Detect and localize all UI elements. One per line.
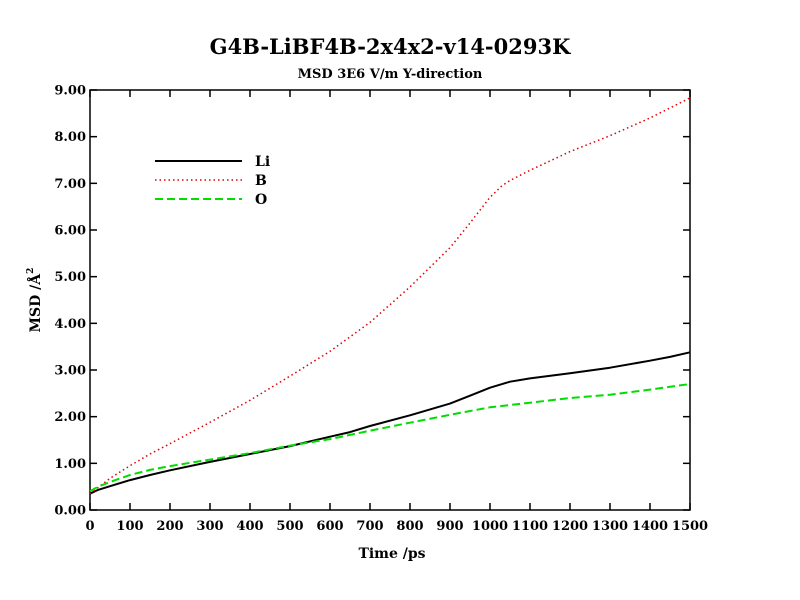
chart-title: G4B-LiBF4B-2x4x2-v14-0293K — [210, 34, 571, 59]
legend-label-li: Li — [255, 154, 270, 170]
series-line-li — [89, 351, 691, 495]
series-line-o — [89, 383, 691, 493]
x-tick-label: 900 — [436, 519, 463, 534]
chart-subtitle: MSD 3E6 V/m Y-direction — [298, 67, 483, 82]
x-tick-label: 800 — [396, 519, 423, 534]
y-tick-label: 2.00 — [54, 410, 86, 425]
y-tick-label: 8.00 — [54, 130, 86, 145]
x-tick-label: 400 — [236, 519, 263, 534]
plot-frame — [89, 89, 691, 511]
y-tick-label: 3.00 — [54, 364, 86, 379]
y-tick-label: 5.00 — [54, 270, 86, 285]
y-tick-label: 0.00 — [54, 504, 86, 519]
y-tick-label: 1.00 — [54, 457, 86, 472]
x-tick-label: 1000 — [472, 519, 508, 534]
legend-label-b: B — [255, 173, 267, 189]
x-tick-label: 500 — [276, 519, 303, 534]
x-tick-label: 700 — [356, 519, 383, 534]
x-tick-label: 200 — [156, 519, 183, 534]
x-axis: 0 100 200 300 400 500 600 700 800 900 1000 1100 1200… — [85, 90, 708, 534]
x-tick-label: 1200 — [552, 519, 588, 534]
x-tick-label: 1100 — [512, 519, 548, 534]
x-tick-label: 300 — [196, 519, 223, 534]
x-tick-label: 1500 — [672, 519, 708, 534]
series-layer — [89, 97, 691, 495]
x-tick-label: 100 — [116, 519, 143, 534]
y-axis-label-text: MSD /Å — [26, 273, 44, 333]
legend: Li B O — [155, 154, 270, 208]
x-tick-label: 1300 — [592, 519, 628, 534]
y-tick-label: 9.00 — [54, 84, 86, 99]
y-tick-label: 7.00 — [54, 177, 86, 192]
y-axis-label-superscript: 2 — [26, 268, 36, 274]
x-axis-label: Time /ps — [358, 546, 425, 562]
legend-label-o: O — [255, 192, 267, 208]
y-axis-label: MSD /Å2 — [26, 268, 44, 333]
series-line-b — [89, 97, 691, 495]
y-axis-label-group: MSD /Å2 — [26, 268, 44, 333]
y-tick-label: 6.00 — [54, 224, 86, 239]
x-tick-label: 1400 — [632, 519, 668, 534]
x-tick-label: 600 — [316, 519, 343, 534]
y-tick-label: 4.00 — [54, 317, 86, 332]
y-axis: 0.00 1.00 2.00 3.00 4.00 5.00 6.00 7.00 8.00 9.00 — [54, 84, 690, 519]
x-tick-label: 0 — [85, 519, 94, 534]
